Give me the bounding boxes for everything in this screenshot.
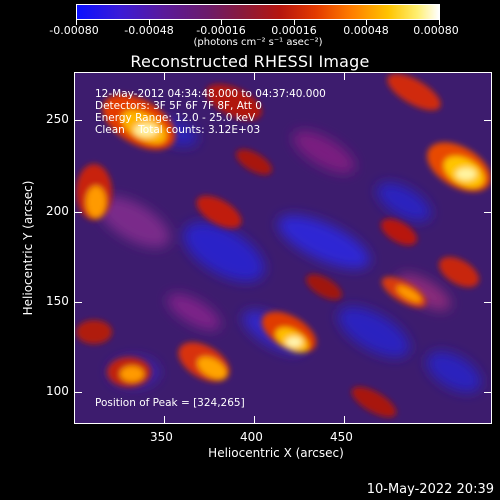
colorbar-tick-label: 0.00016 (271, 24, 317, 37)
y-tick (74, 120, 82, 121)
colorbar-tick-label: -0.00016 (196, 24, 246, 37)
colorbar (76, 4, 440, 20)
info-detectors: Detectors: 3F 5F 6F 7F 8F, Att 0 (95, 100, 262, 112)
y-axis-label: Heliocentric Y (arcsec) (21, 180, 35, 316)
colorbar-units: (photons cm⁻² s⁻¹ asec⁻²) (193, 37, 323, 48)
y-tick-right (484, 392, 492, 393)
colorbar-tick (366, 19, 367, 25)
plot-title: Reconstructed RHESSI Image (130, 52, 370, 71)
y-tick (74, 392, 82, 393)
colorbar-tick-label: -0.00048 (124, 24, 174, 37)
info-energy-range: Energy Range: 12.0 - 25.0 keV (95, 112, 256, 124)
y-tick-right (484, 212, 492, 213)
x-tick-label: 450 (330, 430, 353, 444)
y-tick-label: 250 (46, 112, 69, 126)
x-tick (164, 416, 165, 424)
x-tick-label: 400 (240, 430, 263, 444)
y-tick (74, 302, 82, 303)
x-tick-top (344, 72, 345, 80)
y-tick (74, 212, 82, 213)
colorbar-tick (294, 19, 295, 25)
colorbar-tick (149, 19, 150, 25)
x-tick-label: 350 (150, 430, 173, 444)
colorbar-tick-label: 0.00048 (343, 24, 389, 37)
y-tick-label: 100 (46, 384, 69, 398)
x-tick-top (164, 72, 165, 80)
colorbar-tick-label: -0.00080 (49, 24, 99, 37)
y-tick-label: 150 (46, 294, 69, 308)
colorbar-tick (76, 19, 77, 25)
peak-position: Position of Peak = [324,265] (95, 397, 245, 409)
plot-timestamp: 10-May-2022 20:39 (366, 482, 494, 497)
x-axis-label: Heliocentric X (arcsec) (208, 446, 344, 460)
colorbar-tick (439, 19, 440, 25)
y-tick-right (484, 120, 492, 121)
x-tick (344, 416, 345, 424)
rhessi-image (74, 72, 492, 424)
x-tick (254, 416, 255, 424)
x-tick-top (254, 72, 255, 80)
info-clean-counts: Clean Total counts: 3.12E+03 (95, 124, 261, 136)
colorbar-tick-label: 0.00080 (413, 24, 459, 37)
colorbar-tick (221, 19, 222, 25)
info-time-range: 12-May-2012 04:34:48.000 to 04:37:40.000 (95, 88, 326, 100)
y-tick-right (484, 302, 492, 303)
y-tick-label: 200 (46, 204, 69, 218)
